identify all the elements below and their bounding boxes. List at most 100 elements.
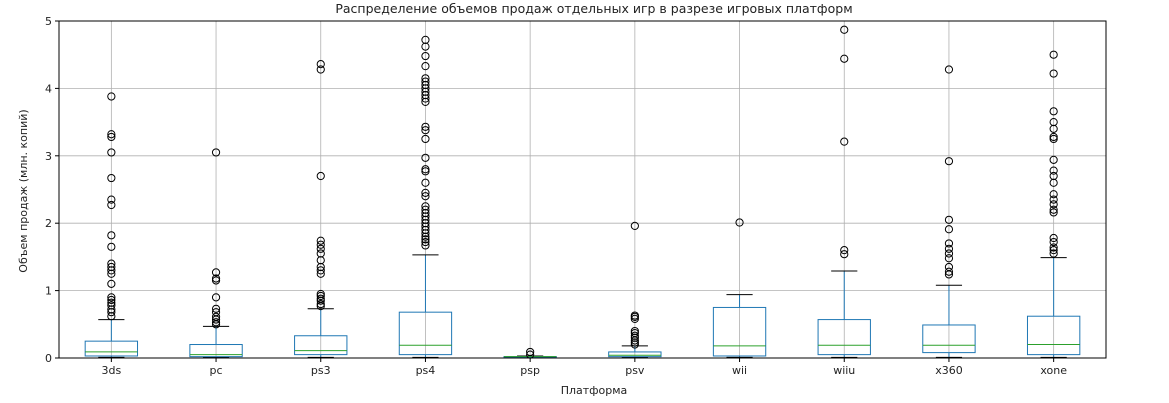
outlier-point [316, 171, 325, 181]
outlier-point [421, 167, 430, 176]
outlier-point [211, 274, 221, 283]
outlier-point [421, 77, 430, 86]
iqr-box [84, 340, 139, 357]
outlier-point [211, 308, 221, 317]
x-tick-label: ps4 [416, 364, 436, 377]
outlier-point [840, 54, 849, 63]
box-ps3 [294, 60, 348, 358]
box-ps4 [398, 35, 453, 358]
x-tick-label: wii [732, 364, 747, 377]
outlier-point [107, 298, 116, 307]
iqr-box [922, 324, 976, 354]
chart-title: Распределение объемов продаж отдельных и… [335, 1, 852, 16]
outlier-point [630, 311, 639, 320]
outlier-point [1049, 195, 1058, 204]
outlier-point [944, 267, 954, 276]
y-tick-label: 3 [45, 150, 52, 163]
outlier-point [630, 331, 639, 340]
outlier-point [1049, 171, 1058, 181]
outlier-point [421, 202, 430, 211]
outlier-point [316, 294, 325, 303]
outlier-point [211, 268, 221, 277]
outlier-point [107, 173, 116, 183]
outlier-point [421, 178, 430, 187]
outlier-point [421, 241, 430, 250]
outlier-point [944, 254, 954, 263]
outlier-point [735, 218, 744, 227]
outlier-point [316, 60, 325, 69]
outlier-point [944, 215, 954, 224]
outlier-point [316, 249, 325, 258]
outlier-point [630, 328, 639, 338]
x-tick-label: psp [520, 364, 540, 377]
outlier-point [211, 312, 221, 321]
outlier-point [840, 250, 849, 259]
outlier-point [1049, 205, 1058, 214]
outlier-point [107, 200, 116, 210]
outlier-point [421, 153, 430, 162]
outlier-point [1049, 200, 1058, 209]
box-psv [608, 221, 662, 358]
outlier-point [107, 295, 116, 305]
outlier-point [1049, 166, 1058, 175]
outlier-point [1049, 190, 1058, 199]
outlier-point [316, 289, 325, 299]
outlier-point [421, 205, 430, 214]
outlier-point [316, 299, 325, 309]
outlier-point [421, 188, 430, 197]
outlier-point [316, 65, 325, 74]
outlier-point [944, 157, 954, 166]
outlier-point [107, 279, 116, 288]
outlier-point [211, 293, 221, 302]
outlier-point [107, 231, 116, 240]
outlier-point [1049, 155, 1058, 164]
outlier-point [421, 51, 430, 61]
y-axis-ticks: 0 1 2 3 4 5 [45, 15, 59, 365]
outlier-point [107, 132, 116, 142]
outlier-point [107, 130, 116, 139]
y-tick-label: 1 [45, 285, 52, 298]
y-axis-label: Объем продаж (млн. копий) [17, 109, 30, 272]
outlier-point [107, 293, 116, 302]
outlier-point [107, 301, 116, 310]
outlier-point [316, 236, 325, 245]
box-xone [1026, 50, 1081, 358]
box-layer [84, 25, 1081, 359]
box-wii [712, 218, 767, 358]
outlier-point [1049, 50, 1058, 59]
outlier-point [1049, 132, 1058, 142]
outlier-point [421, 35, 430, 44]
x-tick-label: ps3 [311, 364, 331, 377]
outlier-point [944, 244, 954, 253]
outlier-point [421, 126, 430, 135]
x-tick-label: xone [1040, 364, 1067, 377]
outlier-point [107, 259, 116, 268]
outlier-point [840, 137, 849, 146]
outlier-point [107, 195, 116, 204]
outlier-point [1049, 249, 1058, 258]
outlier-point [944, 262, 954, 272]
outlier-point [316, 266, 325, 275]
outlier-point [107, 148, 116, 157]
outlier-point [316, 240, 325, 249]
outlier-point [421, 134, 430, 144]
outlier-point [316, 244, 325, 253]
outlier-point [1049, 237, 1058, 247]
iqr-box [1026, 315, 1081, 356]
outlier-point [421, 237, 430, 247]
outlier-point [211, 318, 221, 327]
x-tick-label: 3ds [101, 364, 121, 377]
outlier-point [526, 347, 535, 357]
x-tick-label: x360 [935, 364, 963, 377]
outlier-point [421, 62, 430, 71]
outlier-point [211, 148, 221, 157]
y-tick-label: 0 [45, 352, 52, 365]
x-tick-label: wiiu [833, 364, 855, 377]
iqr-box [608, 351, 662, 358]
outlier-point [1049, 69, 1058, 78]
outlier-point [944, 65, 954, 74]
outlier-point [107, 262, 116, 272]
outlier-point [421, 74, 430, 83]
outlier-point [421, 192, 430, 201]
